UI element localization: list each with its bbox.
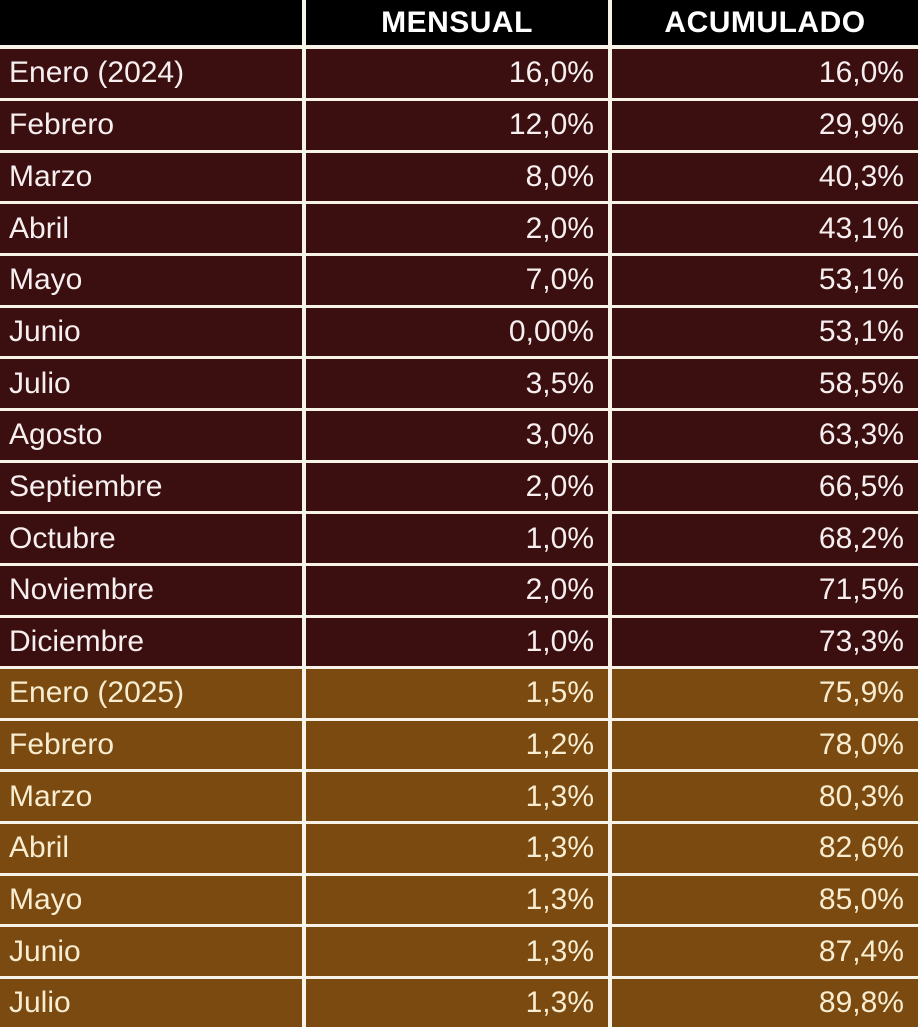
acumulado-cell: 71,5%	[608, 562, 918, 618]
acumulado-cell: 82,6%	[608, 821, 918, 876]
mensual-cell: 1,3%	[302, 821, 612, 876]
table-row: Agosto 3,0% 63,3%	[0, 407, 918, 463]
mensual-cell: 1,2%	[302, 717, 612, 773]
table-row: Noviembre 2,0% 71,5%	[0, 562, 918, 618]
month-cell: Marzo	[0, 769, 306, 825]
table-row: Abril 2,0% 43,1%	[0, 201, 918, 256]
table-row: Febrero 12,0% 29,9%	[0, 97, 918, 153]
month-cell: Febrero	[0, 97, 306, 153]
header-row: MENSUAL ACUMULADO	[0, 0, 918, 49]
month-cell: Enero (2025)	[0, 666, 306, 721]
mensual-cell: 1,0%	[302, 511, 612, 566]
month-cell: Julio	[0, 976, 306, 1027]
acumulado-cell: 66,5%	[608, 459, 918, 515]
month-cell: Octubre	[0, 511, 306, 566]
month-cell: Julio	[0, 356, 306, 411]
month-cell: Abril	[0, 821, 306, 876]
mensual-cell: 7,0%	[302, 252, 612, 308]
mensual-cell: 1,3%	[302, 924, 612, 980]
month-cell: Junio	[0, 304, 306, 360]
table-body: Enero (2024) 16,0% 16,0% Febrero 12,0% 29,9% M…	[0, 45, 918, 1027]
acumulado-cell: 78,0%	[608, 717, 918, 773]
month-cell: Mayo	[0, 252, 306, 308]
mensual-cell: 3,0%	[302, 407, 612, 463]
month-cell: Marzo	[0, 149, 306, 205]
table-row: Marzo 8,0% 40,3%	[0, 149, 918, 205]
header-month	[0, 0, 306, 49]
table-row: Junio 0,00% 53,1%	[0, 304, 918, 360]
month-cell: Junio	[0, 924, 306, 980]
month-cell: Mayo	[0, 872, 306, 928]
acumulado-cell: 75,9%	[608, 666, 918, 721]
table-row: Julio 1,3% 89,8%	[0, 976, 918, 1027]
table-row: Mayo 1,3% 85,0%	[0, 872, 918, 928]
header-acumulado: ACUMULADO	[608, 0, 918, 49]
mensual-cell: 1,3%	[302, 769, 612, 825]
table-row: Junio 1,3% 87,4%	[0, 924, 918, 980]
mensual-cell: 1,0%	[302, 614, 612, 670]
mensual-cell: 1,5%	[302, 666, 612, 721]
mensual-cell: 2,0%	[302, 459, 612, 515]
mensual-cell: 16,0%	[302, 45, 612, 101]
table-row: Marzo 1,3% 80,3%	[0, 769, 918, 825]
acumulado-cell: 53,1%	[608, 252, 918, 308]
month-cell: Febrero	[0, 717, 306, 773]
table-row: Julio 3,5% 58,5%	[0, 356, 918, 411]
table-row: Mayo 7,0% 53,1%	[0, 252, 918, 308]
month-cell: Noviembre	[0, 562, 306, 618]
mensual-cell: 12,0%	[302, 97, 612, 153]
mensual-cell: 8,0%	[302, 149, 612, 205]
acumulado-cell: 29,9%	[608, 97, 918, 153]
acumulado-cell: 87,4%	[608, 924, 918, 980]
month-cell: Septiembre	[0, 459, 306, 515]
acumulado-cell: 58,5%	[608, 356, 918, 411]
acumulado-cell: 73,3%	[608, 614, 918, 670]
table-row: Septiembre 2,0% 66,5%	[0, 459, 918, 515]
acumulado-cell: 63,3%	[608, 407, 918, 463]
acumulado-cell: 80,3%	[608, 769, 918, 825]
mensual-cell: 2,0%	[302, 562, 612, 618]
month-cell: Abril	[0, 201, 306, 256]
header-mensual: MENSUAL	[302, 0, 612, 49]
mensual-cell: 1,3%	[302, 976, 612, 1027]
table-row: Abril 1,3% 82,6%	[0, 821, 918, 876]
month-cell: Agosto	[0, 407, 306, 463]
month-cell: Diciembre	[0, 614, 306, 670]
acumulado-cell: 53,1%	[608, 304, 918, 360]
table-row: Enero (2025) 1,5% 75,9%	[0, 666, 918, 721]
table-row: Octubre 1,0% 68,2%	[0, 511, 918, 566]
table-row: Enero (2024) 16,0% 16,0%	[0, 45, 918, 101]
mensual-cell: 1,3%	[302, 872, 612, 928]
month-cell: Enero (2024)	[0, 45, 306, 101]
mensual-cell: 0,00%	[302, 304, 612, 360]
mensual-cell: 2,0%	[302, 201, 612, 256]
acumulado-cell: 40,3%	[608, 149, 918, 205]
acumulado-cell: 43,1%	[608, 201, 918, 256]
acumulado-cell: 16,0%	[608, 45, 918, 101]
table-row: Diciembre 1,0% 73,3%	[0, 614, 918, 670]
mensual-cell: 3,5%	[302, 356, 612, 411]
acumulado-cell: 89,8%	[608, 976, 918, 1027]
acumulado-cell: 68,2%	[608, 511, 918, 566]
table-row: Febrero 1,2% 78,0%	[0, 717, 918, 773]
acumulado-cell: 85,0%	[608, 872, 918, 928]
